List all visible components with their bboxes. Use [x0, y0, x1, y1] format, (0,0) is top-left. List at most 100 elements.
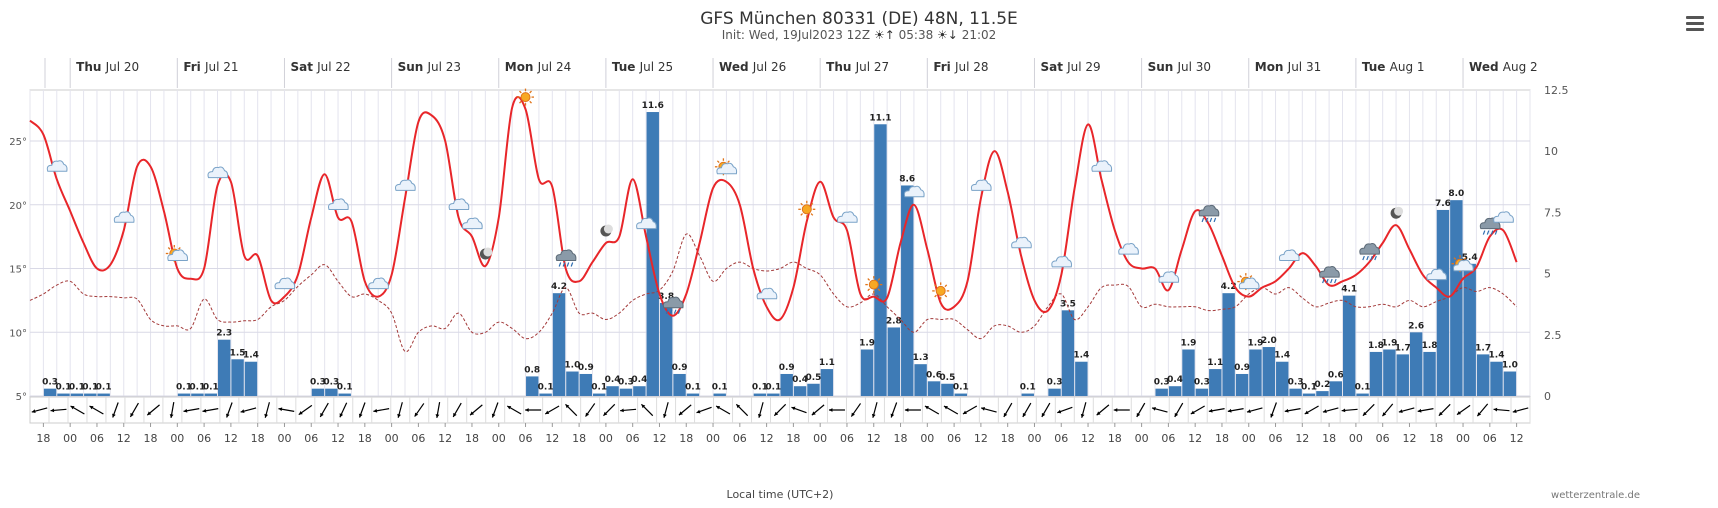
- hour-tick-label: 18: [36, 432, 50, 445]
- wind-arrow-icon: [565, 403, 578, 417]
- cloud-icon: [274, 277, 296, 290]
- wind-arrow-icon: [773, 403, 787, 417]
- precip-label: 0.3: [1154, 378, 1170, 388]
- y-tick-label: 5°: [16, 392, 27, 403]
- hour-tick-label: 06: [1483, 432, 1497, 445]
- y-right-tick-label: 0: [1544, 390, 1551, 403]
- wind-arrow-icon: [1136, 402, 1146, 418]
- x-axis-label: Local time (UTC+2): [727, 488, 834, 501]
- day-date: Jul 30: [1177, 60, 1212, 74]
- precip-label: 3.5: [1060, 299, 1076, 309]
- precip-bar: [539, 393, 552, 396]
- wind-arrow-icon: [183, 408, 200, 413]
- wind-arrow-icon: [828, 408, 845, 412]
- wind-arrow-icon: [850, 403, 862, 417]
- precip-bar: [1329, 381, 1342, 396]
- precip-label: 0.5: [806, 373, 822, 383]
- precip-label: 1.7: [1475, 343, 1491, 353]
- precip-bar: [860, 349, 874, 396]
- hour-tick-label: 18: [572, 432, 586, 445]
- precip-bar: [97, 393, 110, 396]
- wind-arrow-icon: [791, 406, 807, 414]
- cloud-icon: [1493, 211, 1514, 223]
- precip-label: 0.1: [203, 383, 219, 393]
- precip-label: 2.6: [1408, 321, 1424, 331]
- wind-arrow-icon: [491, 402, 499, 418]
- sun-icon: [865, 276, 883, 294]
- wind-arrow-icon: [1003, 402, 1013, 418]
- hour-tick-label: 06: [304, 432, 318, 445]
- wind-row: [29, 396, 1531, 424]
- precip-label: 1.9: [859, 338, 875, 348]
- precip-bar: [204, 393, 217, 396]
- wind-arrow-icon: [1208, 408, 1225, 413]
- wind-arrow-icon: [620, 408, 637, 413]
- hour-tick-label: 18: [1215, 432, 1229, 445]
- precip-bar: [941, 383, 954, 396]
- precip-label: 1.8: [1368, 341, 1384, 351]
- precip-label: 1.9: [1181, 338, 1197, 348]
- wind-arrow-icon: [1381, 403, 1394, 417]
- hour-tick-label: 12: [652, 432, 666, 445]
- precip-label: 11.1: [869, 113, 891, 123]
- wind-arrow-icon: [1456, 404, 1471, 416]
- precip-bar: [901, 185, 914, 396]
- wind-arrow-icon: [89, 405, 104, 415]
- day-label: Fri Jul 28: [933, 60, 988, 74]
- day-date: Jul 22: [316, 60, 351, 74]
- precip-bar: [57, 393, 70, 396]
- precip-bar: [70, 393, 84, 396]
- wind-arrow-icon: [1362, 403, 1375, 417]
- day-label: Wed Aug 2: [1469, 60, 1538, 74]
- day-label: Thu Jul 20: [76, 60, 139, 74]
- wind-arrow-icon: [435, 402, 441, 418]
- wind-arrow-icon: [735, 403, 749, 417]
- hour-tick-label: 00: [813, 432, 827, 445]
- wind-arrow-icon: [924, 405, 940, 415]
- precip-bar: [1396, 354, 1409, 396]
- precip-bar: [1490, 361, 1503, 396]
- precip-label: 0.3: [1194, 378, 1210, 388]
- cloud-icon: [837, 211, 858, 223]
- chart-title: GFS München 80331 (DE) 48N, 11.5E: [700, 9, 1018, 29]
- precip-bar: [780, 373, 793, 396]
- wind-arrow-icon: [943, 405, 959, 415]
- precip-label: 1.9: [1381, 338, 1397, 348]
- wind-arrow-icon: [278, 407, 295, 412]
- wind-arrow-icon: [757, 402, 764, 418]
- precip-label: 0.1: [752, 383, 768, 393]
- precip-label: 0.3: [1047, 378, 1063, 388]
- cloud-icon: [113, 211, 135, 223]
- precip-label: 0.8: [524, 365, 540, 375]
- wind-arrow-icon: [264, 402, 270, 418]
- precip-label: 0.1: [69, 383, 85, 393]
- wind-arrow-icon: [1246, 407, 1263, 414]
- precip-bar: [927, 381, 941, 396]
- y-right-tick-label: 12.5: [1544, 84, 1569, 97]
- hour-tick-label: 12: [1295, 432, 1309, 445]
- wind-arrow-icon: [663, 402, 669, 418]
- cloud-icon: [1278, 249, 1300, 261]
- y-axis-right: 0 2.5 5 7.5 10 12.5: [1544, 84, 1569, 403]
- wind-arrow-icon: [298, 404, 313, 416]
- precip-bar: [1316, 391, 1329, 396]
- hour-tick-label: 18: [1001, 432, 1015, 445]
- hamburger-menu-icon[interactable]: [1686, 16, 1704, 31]
- precip-bar: [1383, 349, 1396, 396]
- precip-label: 4.2: [551, 282, 567, 292]
- wind-arrow-icon: [962, 405, 978, 415]
- moon-icon: [479, 247, 493, 260]
- precip-label: 1.7: [1395, 343, 1411, 353]
- sun-icon: [932, 282, 950, 300]
- precip-label: 0.3: [42, 378, 58, 388]
- hour-tick-label: 06: [197, 432, 211, 445]
- sunrise-time: 05:38: [898, 28, 934, 42]
- hour-tick-label: 00: [277, 432, 291, 445]
- wind-arrow-icon: [696, 406, 712, 414]
- y-right-tick-label: 7.5: [1544, 206, 1562, 219]
- wind-arrow-icon: [1304, 405, 1319, 415]
- precip-bar: [619, 388, 633, 396]
- y-right-tick-label: 5: [1544, 268, 1551, 281]
- precip-bar: [713, 393, 726, 396]
- hour-tick-label: 18: [894, 432, 908, 445]
